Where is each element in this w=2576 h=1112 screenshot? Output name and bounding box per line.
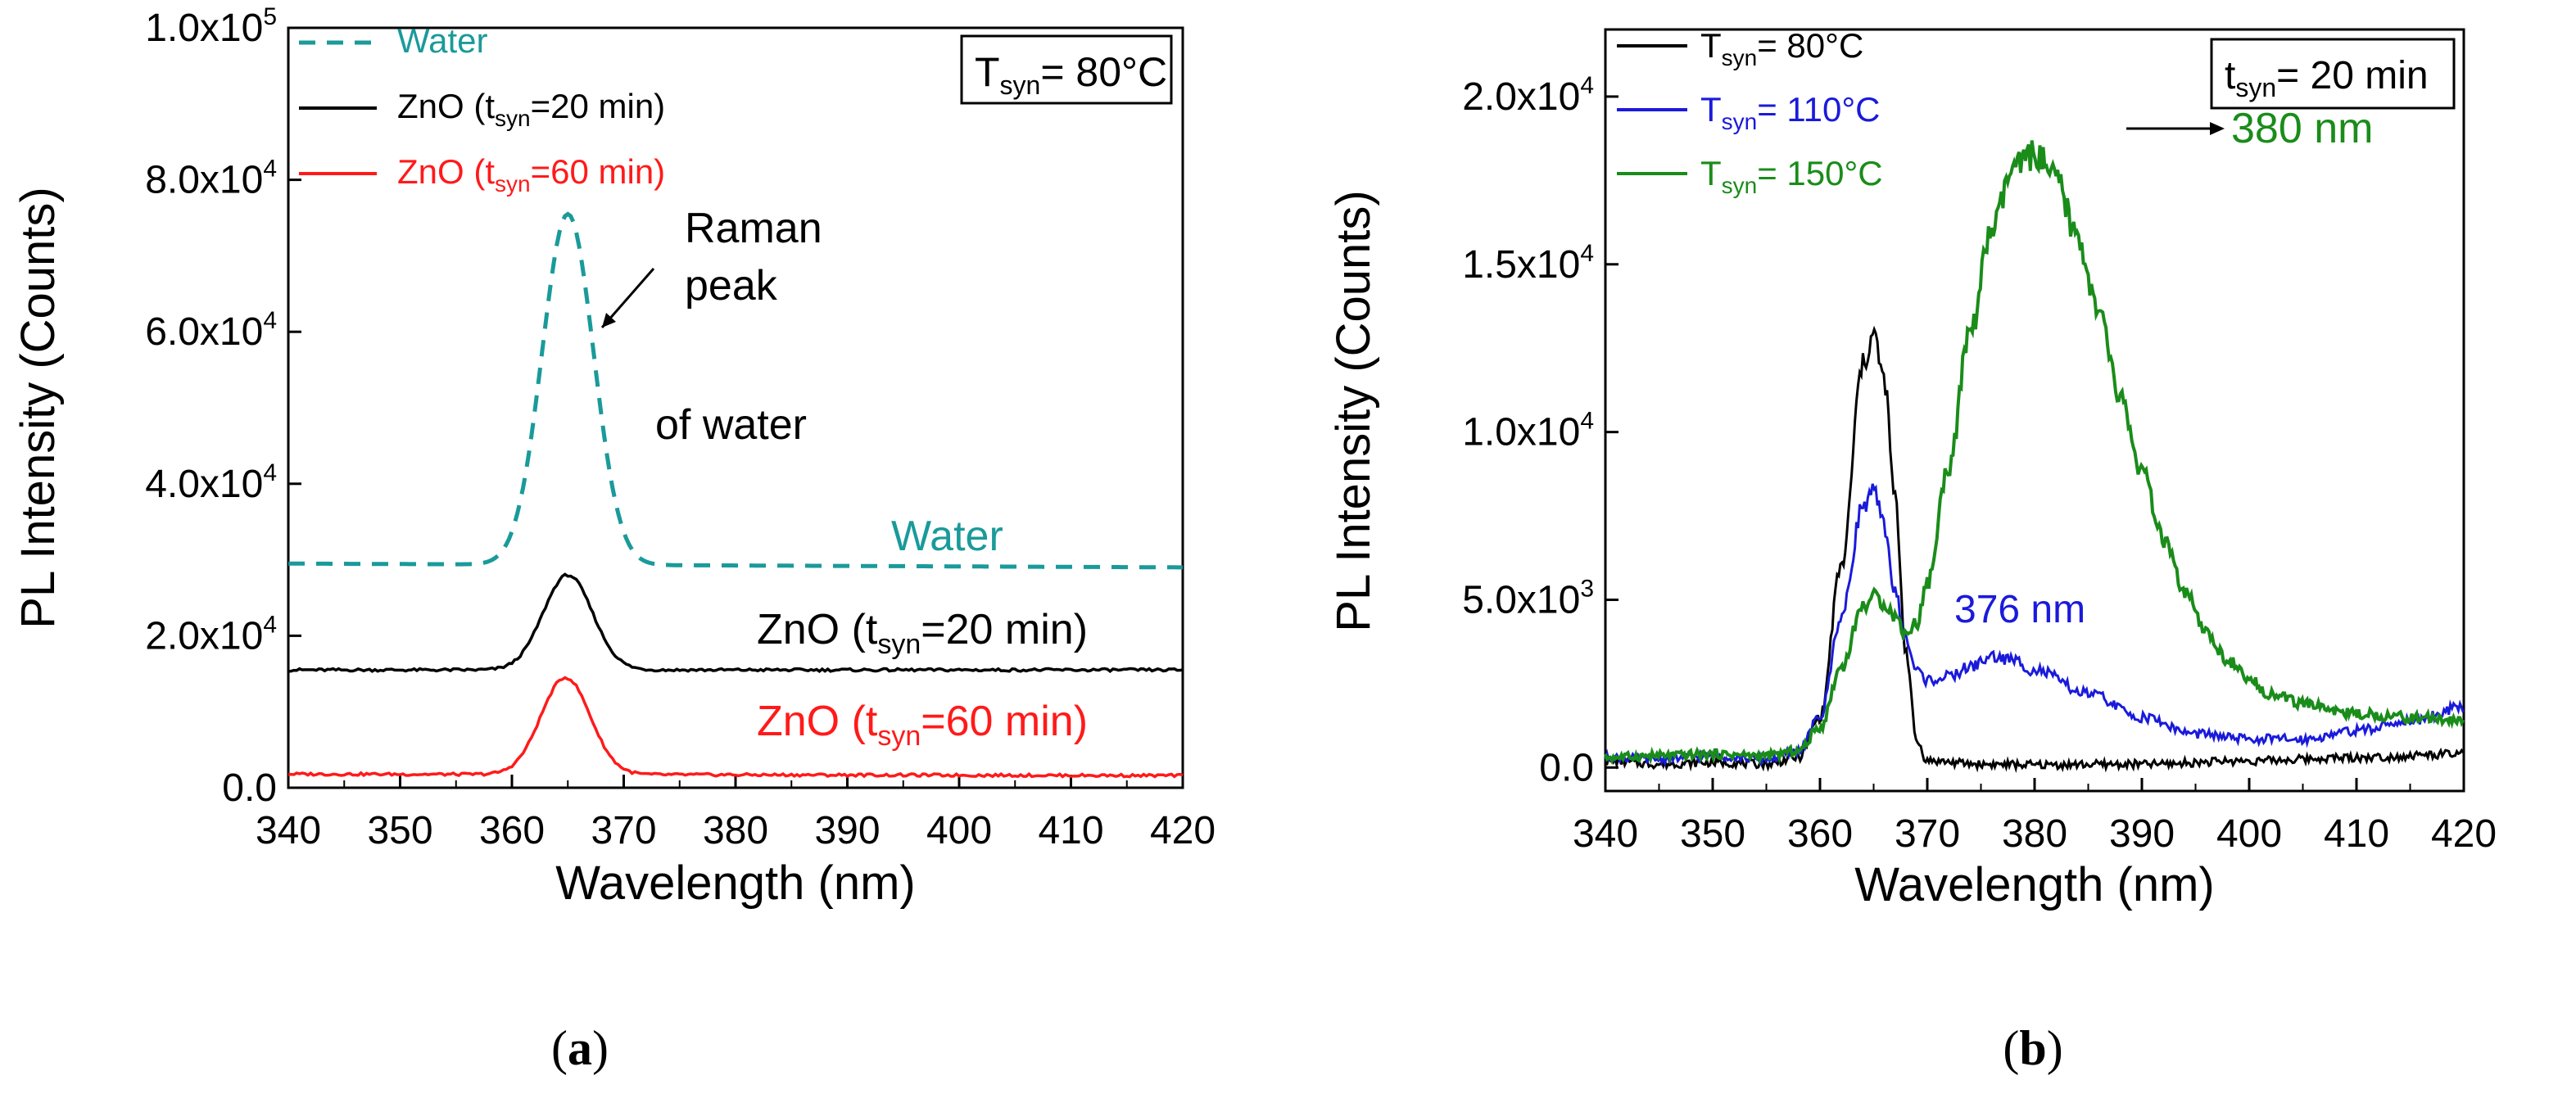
y-tick-label: 4.0x104	[145, 459, 277, 506]
x-tick-label: 410	[2324, 812, 2389, 856]
x-tick-label: 390	[814, 809, 880, 852]
y-tick-label: 0.0	[222, 766, 277, 810]
x-tick-label: 340	[256, 809, 321, 852]
y-tick-label: 1.0x104	[1462, 408, 1594, 454]
x-tick-label: 400	[926, 809, 992, 852]
chart-b-legend: Tsyn= 80°C Tsyn= 110°C Tsyn= 150°C	[1617, 26, 1883, 198]
y-tick-label: 0.0	[1539, 746, 1594, 789]
chart-b-380-annotation: 380 nm	[2126, 105, 2373, 152]
chart-b: 340 350 360 370 380 390 400 410 420 0.0 5.0x103 1.…	[1327, 26, 2497, 1075]
chart-b-condition-box: tsyn= 20 min	[2210, 38, 2456, 110]
x-tick-label: 390	[2109, 812, 2175, 856]
x-tick-label: 360	[479, 809, 545, 852]
x-tick-label: 400	[2216, 812, 2282, 856]
chart-a-legend: Water ZnO (tsyn=20 min) ZnO (tsyn=60 min…	[299, 21, 665, 197]
x-tick-label: 380	[2002, 812, 2067, 856]
chart-b-x-axis-label: Wavelength (nm)	[1854, 858, 2214, 911]
chart-a-y-axis-label: PL Intensity (Counts)	[11, 187, 65, 628]
legend-label-110c: Tsyn= 110°C	[1700, 90, 1881, 134]
y-tick-label: 6.0x104	[145, 307, 277, 354]
chart-a-x-axis-label: Wavelength (nm)	[555, 857, 915, 910]
chart-a-x-ticks: 340 350 360 370 380 390 400 410 420	[256, 775, 1216, 852]
y-tick-label: 1.5x104	[1462, 240, 1594, 287]
series-line-tsyn-80-c	[1605, 325, 2465, 774]
y-tick-label: 5.0x103	[1462, 575, 1594, 622]
x-tick-label: 370	[591, 809, 656, 852]
series-line-water	[287, 211, 1183, 570]
x-tick-label: 420	[1150, 809, 1216, 852]
x-tick-label: 350	[367, 809, 432, 852]
series-line-tsyn-110-c	[1604, 483, 2465, 767]
x-tick-label: 340	[1573, 812, 1638, 856]
series-line-zno-tsyn-60-min	[287, 676, 1184, 779]
svg-text:Raman: Raman	[685, 205, 822, 252]
series-line-zno-tsyn-20-min	[287, 572, 1184, 674]
x-tick-label: 420	[2431, 812, 2497, 856]
chart-b-y-ticks: 0.0 5.0x103 1.0x104 1.5x104 2.0x104	[1462, 72, 1618, 789]
svg-text:peak: peak	[685, 262, 778, 310]
chart-b-x-ticks: 340 350 360 370 380 390 400 410 420	[1573, 778, 2497, 856]
chart-a-series	[287, 211, 1184, 779]
chart-a-condition-box: Tsyn= 80°C	[960, 34, 1173, 105]
series-line-tsyn-150-c	[1604, 140, 2465, 766]
x-tick-label: 380	[703, 809, 768, 852]
chart-a: 340 350 360 370 380 390 400 410 420 0.0 2.0x104 4.…	[11, 3, 1216, 1075]
y-tick-label: 2.0x104	[145, 611, 277, 658]
chart-a-raman-annotation: Raman peak of water	[600, 205, 822, 449]
y-tick-label: 8.0x104	[145, 156, 277, 202]
svg-text:of water: of water	[655, 401, 807, 449]
svg-text:tsyn= 20 min: tsyn= 20 min	[2225, 54, 2429, 102]
legend-label-water: Water	[397, 21, 487, 60]
legend-label-zno60: ZnO (tsyn=60 min)	[397, 152, 665, 197]
y-tick-label: 2.0x104	[1462, 72, 1594, 119]
x-tick-label: 410	[1038, 809, 1103, 852]
chart-b-caption: (b)	[2003, 1021, 2062, 1075]
chart-b-y-axis-label: PL Intensity (Counts)	[1327, 190, 1380, 631]
legend-label-150c: Tsyn= 150°C	[1700, 154, 1883, 198]
y-tick-label: 1.0x105	[145, 3, 277, 50]
legend-label-zno20: ZnO (tsyn=20 min)	[397, 87, 665, 131]
svg-text:Tsyn= 80°C: Tsyn= 80°C	[975, 49, 1167, 100]
svg-text:380 nm: 380 nm	[2231, 105, 2373, 152]
x-tick-label: 350	[1680, 812, 1745, 856]
chart-a-label-zno60: ZnO (tsyn=60 min)	[757, 698, 1088, 752]
x-tick-label: 370	[1895, 812, 1960, 856]
chart-a-label-zno20: ZnO (tsyn=20 min)	[757, 606, 1088, 660]
chart-a-label-water: Water	[891, 513, 1003, 560]
x-tick-label: 360	[1787, 812, 1853, 856]
chart-b-376-label: 376 nm	[1954, 588, 2085, 631]
chart-a-y-ticks: 0.0 2.0x104 4.0x104 6.0x104 8.0x104 1.0x105	[145, 3, 301, 810]
chart-b-series	[1604, 140, 2465, 774]
chart-a-caption: (a)	[551, 1021, 609, 1075]
legend-label-80c: Tsyn= 80°C	[1700, 26, 1863, 70]
